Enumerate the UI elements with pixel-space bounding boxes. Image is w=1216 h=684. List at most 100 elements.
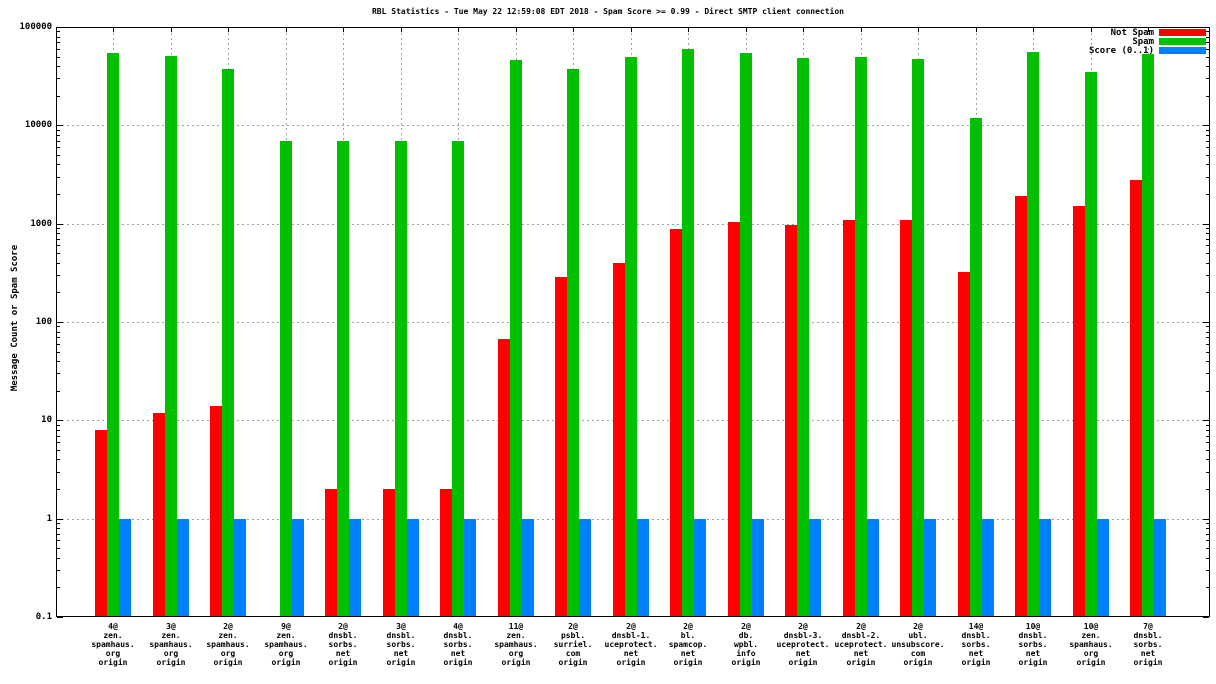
- y-minor-tick: [1206, 37, 1209, 38]
- y-minor-tick: [57, 570, 60, 571]
- bar-not-spam: [498, 339, 510, 617]
- y-minor-tick: [57, 450, 60, 451]
- y-minor-tick: [1206, 326, 1209, 327]
- y-minor-tick: [1206, 352, 1209, 353]
- y-minor-tick: [1206, 78, 1209, 79]
- y-minor-tick: [1206, 442, 1209, 443]
- x-tick: [746, 28, 747, 32]
- bar-score-0-1: [177, 519, 189, 617]
- y-minor-tick: [57, 130, 60, 131]
- y-minor-tick: [57, 326, 60, 327]
- bar-spam: [970, 118, 982, 617]
- bar-score-0-1: [752, 519, 764, 617]
- y-minor-tick: [1206, 472, 1209, 473]
- chart-title: RBL Statistics - Tue May 22 12:59:08 EDT…: [371, 7, 844, 16]
- legend-row-not-spam: Not Spam: [1089, 27, 1206, 38]
- y-minor-tick: [57, 361, 60, 362]
- y-minor-tick: [57, 430, 60, 431]
- legend-label-not-spam: Not Spam: [1110, 27, 1154, 38]
- y-major-tick: [1203, 420, 1209, 421]
- y-major-tick: [57, 617, 63, 618]
- y-minor-tick: [57, 373, 60, 374]
- bar-score-0-1: [637, 519, 649, 617]
- bar-spam: [107, 53, 119, 617]
- bar-not-spam: [613, 263, 625, 617]
- bar-spam: [912, 59, 924, 617]
- y-minor-tick: [1206, 130, 1209, 131]
- y-minor-tick: [57, 459, 60, 460]
- x-axis-label: 10@ dnsbl. sorbs. net origin: [1018, 622, 1048, 667]
- x-axis-label: 2@ dnsbl. sorbs. net origin: [328, 622, 358, 667]
- bar-score-0-1: [694, 519, 706, 617]
- y-minor-tick: [57, 57, 60, 58]
- y-minor-tick: [1206, 245, 1209, 246]
- y-minor-tick: [1206, 49, 1209, 50]
- y-minor-tick: [1206, 228, 1209, 229]
- y-minor-tick: [1206, 361, 1209, 362]
- y-minor-tick: [57, 135, 60, 136]
- bar-spam: [452, 141, 464, 617]
- bar-spam: [280, 141, 292, 617]
- y-minor-tick: [57, 352, 60, 353]
- y-minor-tick: [1206, 66, 1209, 67]
- y-axis-tick-label: 1: [46, 514, 52, 524]
- y-minor-tick: [57, 239, 60, 240]
- y-minor-tick: [57, 263, 60, 264]
- y-minor-tick: [57, 177, 60, 178]
- bar-not-spam: [728, 222, 740, 617]
- x-tick: [688, 28, 689, 32]
- y-minor-tick: [57, 425, 60, 426]
- y-minor-tick: [1206, 450, 1209, 451]
- bar-spam: [855, 57, 867, 617]
- bar-score-0-1: [1039, 519, 1051, 617]
- y-major-tick: [57, 125, 63, 126]
- x-axis-label: 3@ zen. spamhaus. org origin: [149, 622, 193, 667]
- x-axis-label: 9@ zen. spamhaus. org origin: [264, 622, 308, 667]
- y-minor-tick: [57, 528, 60, 529]
- bar-spam: [682, 49, 694, 617]
- bar-not-spam: [1015, 196, 1027, 617]
- x-axis-label: 2@ bl. spamcop. net origin: [668, 622, 708, 667]
- bar-not-spam: [383, 489, 395, 617]
- x-tick: [631, 28, 632, 32]
- y-minor-tick: [57, 245, 60, 246]
- y-minor-tick: [57, 332, 60, 333]
- not-spam-color-swatch: [1159, 29, 1206, 36]
- y-axis-tick-label: 10000: [24, 120, 52, 130]
- y-minor-tick: [1206, 233, 1209, 234]
- x-tick: [401, 28, 402, 32]
- bar-score-0-1: [119, 519, 131, 617]
- y-minor-tick: [1206, 528, 1209, 529]
- y-minor-tick: [57, 141, 60, 142]
- bar-spam: [567, 69, 579, 617]
- bar-score-0-1: [982, 519, 994, 617]
- y-minor-tick: [57, 337, 60, 338]
- x-axis-label: 2@ zen. spamhaus. org origin: [206, 622, 250, 667]
- bar-not-spam: [785, 225, 797, 617]
- x-tick: [1148, 28, 1149, 32]
- legend-row-score: Score (0..1): [1089, 46, 1206, 56]
- y-axis-tick-label: 10: [41, 415, 52, 425]
- bar-score-0-1: [924, 519, 936, 617]
- bar-score-0-1: [349, 519, 361, 617]
- bar-not-spam: [440, 489, 452, 617]
- y-minor-tick: [1206, 558, 1209, 559]
- y-minor-tick: [57, 96, 60, 97]
- y-major-tick: [1203, 224, 1209, 225]
- y-axis-tick-label: 100000: [19, 22, 52, 32]
- y-minor-tick: [57, 228, 60, 229]
- y-minor-tick: [1206, 489, 1209, 490]
- bar-score-0-1: [1097, 519, 1109, 617]
- x-axis-label: 2@ dnsbl-3. uceprotect. net origin: [776, 622, 830, 667]
- bar-spam: [510, 60, 522, 617]
- x-tick: [113, 28, 114, 32]
- y-major-tick: [57, 322, 63, 323]
- y-minor-tick: [1206, 548, 1209, 549]
- bar-spam: [222, 69, 234, 617]
- x-axis-label: 2@ psbl. surriel. com origin: [553, 622, 593, 667]
- x-axis-label: 2@ ubl. unsubscore. com origin: [891, 622, 945, 667]
- bar-score-0-1: [809, 519, 821, 617]
- x-tick: [516, 28, 517, 32]
- spam-color-swatch: [1159, 38, 1206, 45]
- y-minor-tick: [1206, 292, 1209, 293]
